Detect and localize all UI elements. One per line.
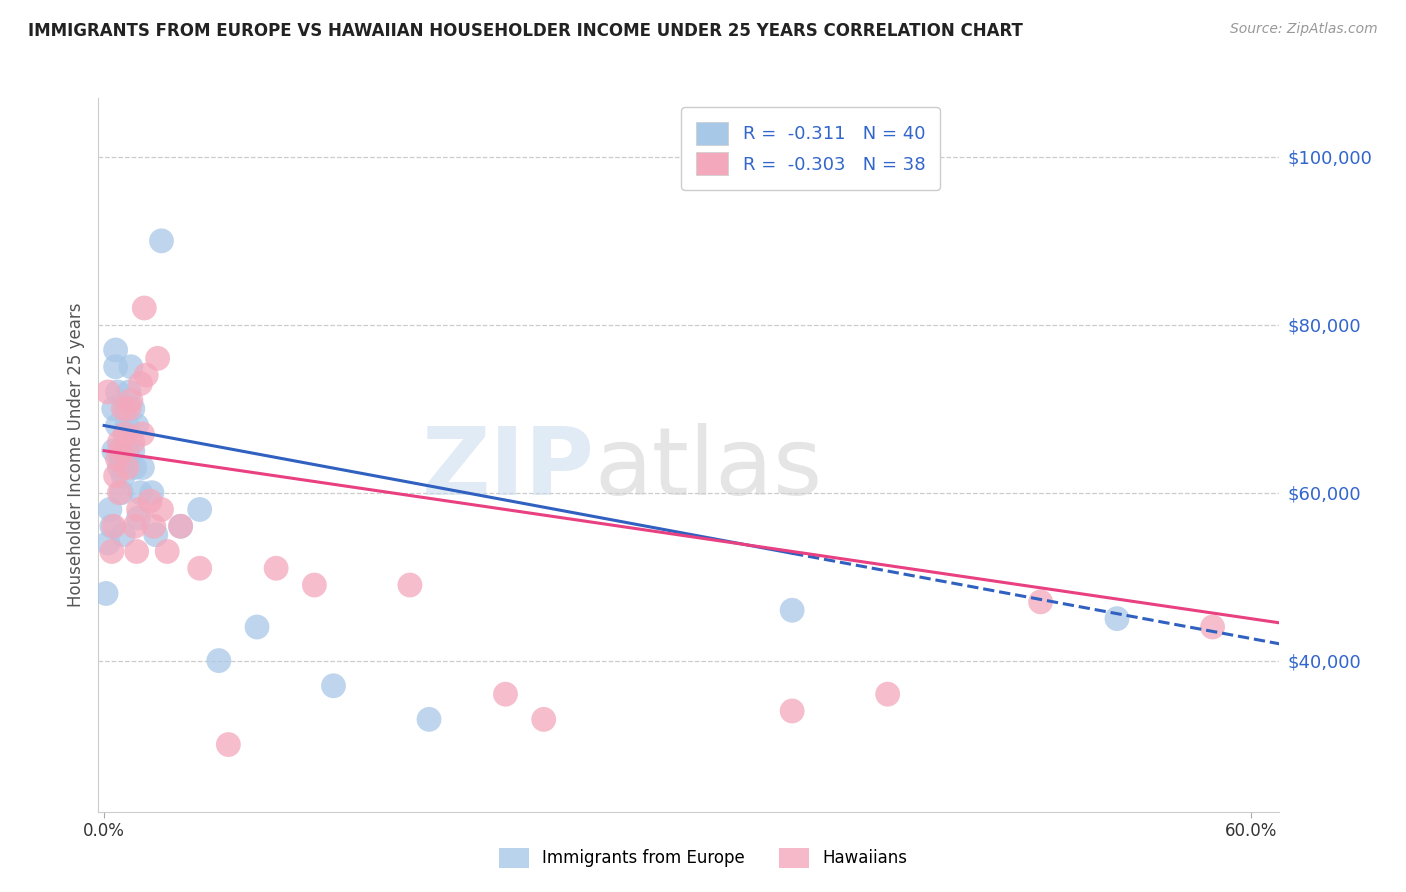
Point bbox=[110, 485, 132, 500]
Point bbox=[217, 738, 239, 752]
Point bbox=[129, 485, 152, 500]
Point bbox=[322, 679, 344, 693]
Point bbox=[107, 384, 129, 399]
Point bbox=[124, 519, 146, 533]
Point bbox=[108, 443, 131, 458]
Text: IMMIGRANTS FROM EUROPE VS HAWAIIAN HOUSEHOLDER INCOME UNDER 25 YEARS CORRELATION: IMMIGRANTS FROM EUROPE VS HAWAIIAN HOUSE… bbox=[28, 22, 1024, 40]
Point bbox=[128, 511, 150, 525]
Point bbox=[188, 502, 211, 516]
Point bbox=[115, 460, 138, 475]
Point bbox=[1029, 595, 1052, 609]
Point bbox=[169, 519, 191, 533]
Point bbox=[114, 426, 136, 441]
Point bbox=[121, 443, 143, 458]
Point bbox=[115, 418, 138, 433]
Point bbox=[97, 536, 120, 550]
Point bbox=[120, 359, 142, 374]
Point bbox=[876, 687, 898, 701]
Point bbox=[107, 452, 129, 467]
Point bbox=[304, 578, 326, 592]
Point bbox=[780, 704, 803, 718]
Point bbox=[112, 401, 135, 416]
Text: ZIP: ZIP bbox=[422, 423, 595, 516]
Y-axis label: Householder Income Under 25 years: Householder Income Under 25 years bbox=[66, 302, 84, 607]
Point bbox=[118, 401, 141, 416]
Legend: R =  -0.311   N = 40, R =  -0.303   N = 38: R = -0.311 N = 40, R = -0.303 N = 38 bbox=[682, 107, 939, 190]
Point bbox=[141, 485, 163, 500]
Point bbox=[124, 460, 146, 475]
Point bbox=[146, 351, 169, 366]
Point bbox=[150, 502, 173, 516]
Point bbox=[208, 654, 231, 668]
Point bbox=[418, 712, 440, 726]
Point bbox=[114, 426, 136, 441]
Point bbox=[125, 544, 148, 558]
Point bbox=[97, 384, 120, 399]
Point bbox=[188, 561, 211, 575]
Point bbox=[145, 527, 167, 541]
Point bbox=[399, 578, 422, 592]
Point bbox=[108, 485, 131, 500]
Point bbox=[131, 426, 153, 441]
Point bbox=[103, 401, 125, 416]
Point bbox=[780, 603, 803, 617]
Point bbox=[131, 460, 153, 475]
Point bbox=[139, 494, 162, 508]
Point bbox=[142, 519, 165, 533]
Point bbox=[118, 384, 141, 399]
Point bbox=[103, 443, 125, 458]
Point bbox=[1201, 620, 1223, 634]
Point bbox=[264, 561, 287, 575]
Point bbox=[246, 620, 269, 634]
Point bbox=[104, 469, 127, 483]
Point bbox=[108, 460, 131, 475]
Point bbox=[134, 301, 156, 315]
Point bbox=[1105, 612, 1128, 626]
Point bbox=[169, 519, 191, 533]
Point bbox=[110, 443, 132, 458]
Text: atlas: atlas bbox=[595, 423, 823, 516]
Point bbox=[156, 544, 179, 558]
Point bbox=[98, 502, 121, 516]
Point bbox=[121, 401, 143, 416]
Point bbox=[94, 586, 117, 600]
Point bbox=[101, 519, 124, 533]
Point bbox=[128, 502, 150, 516]
Point bbox=[129, 376, 152, 391]
Point bbox=[101, 544, 124, 558]
Point bbox=[103, 519, 125, 533]
Point bbox=[104, 343, 127, 357]
Point bbox=[112, 527, 135, 541]
Point bbox=[112, 469, 135, 483]
Point bbox=[150, 234, 173, 248]
Point bbox=[135, 368, 157, 383]
Point bbox=[120, 393, 142, 408]
Point bbox=[533, 712, 555, 726]
Legend: Immigrants from Europe, Hawaiians: Immigrants from Europe, Hawaiians bbox=[492, 841, 914, 875]
Point bbox=[108, 435, 131, 450]
Point bbox=[125, 418, 148, 433]
Point bbox=[110, 452, 132, 467]
Point bbox=[104, 359, 127, 374]
Point bbox=[114, 401, 136, 416]
Text: Source: ZipAtlas.com: Source: ZipAtlas.com bbox=[1230, 22, 1378, 37]
Point bbox=[121, 435, 143, 450]
Point bbox=[495, 687, 517, 701]
Point bbox=[107, 418, 129, 433]
Point bbox=[115, 443, 138, 458]
